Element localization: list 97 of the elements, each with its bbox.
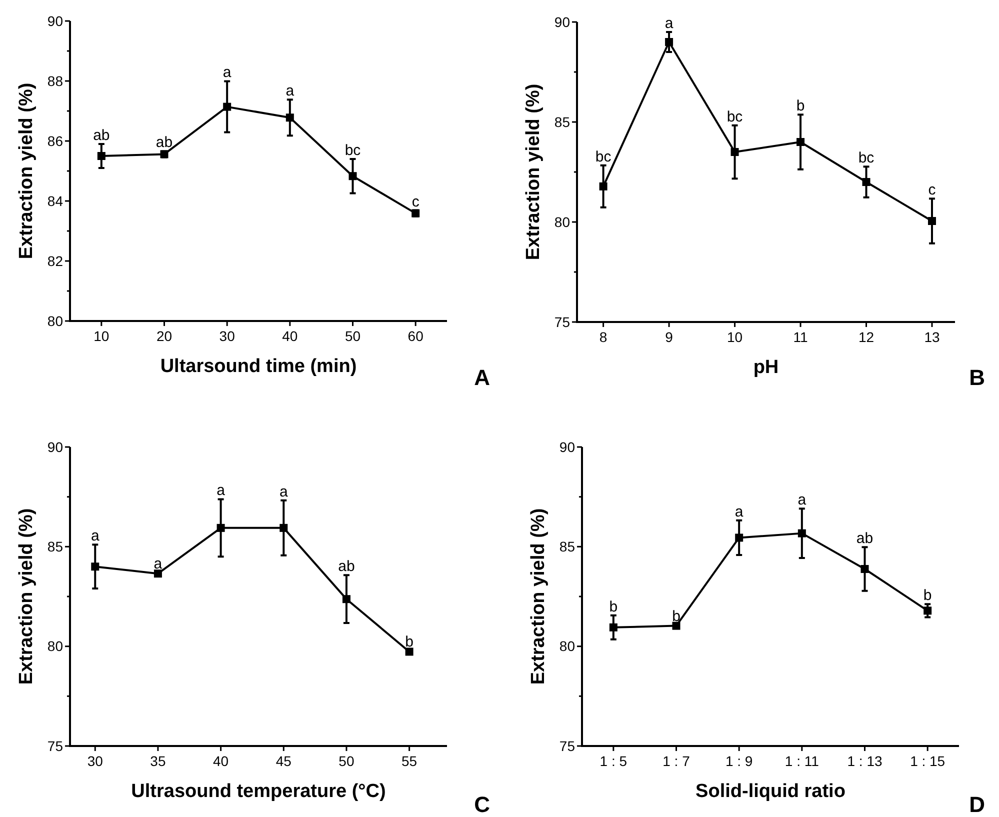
annotation: bc [595,148,612,166]
text: B [969,365,985,390]
x-tick-label: 8 [599,329,608,345]
annotation: a [216,482,226,500]
point [342,595,350,604]
annotation: bc [858,150,875,167]
y-tick-label: 85 [559,538,576,555]
annotation: a [90,528,100,545]
annotation: a [664,15,674,32]
point [91,562,100,571]
y-axis-title: Extraction yield (%) [16,508,37,685]
annotation: bc [344,142,362,159]
x-axis-title: Ultarsound time (min) [160,356,357,377]
x-tick-label: 9 [665,329,674,345]
x-axis-title: Solid-liquid ratio [696,781,846,802]
point [798,529,806,538]
x-tick-label: 50 [344,328,361,344]
point [97,152,106,160]
text: D [969,792,985,817]
y-tick-label: 75 [47,738,64,754]
annotation: ab [856,530,874,548]
point [280,524,288,532]
x-tick-label: 13 [924,329,940,345]
annotation: bc [726,108,744,126]
annotation: b [405,634,414,651]
point [862,178,870,186]
annotation: c [928,182,936,199]
annotation: b [796,98,805,115]
point [665,38,674,46]
x-tick-label: 20 [156,328,172,344]
y-tick-label: 80 [47,638,64,654]
y-tick-label: 80 [47,312,64,329]
y-axis-title: Extraction yield (%) [528,508,549,685]
x-tick-label: 1 : 9 [725,753,753,769]
x-tick-label: 10 [94,328,110,344]
y-tick-label: 82 [47,252,64,269]
annotation: a [286,82,295,100]
x-tick-label: 55 [402,753,418,769]
x-tick-label: 60 [408,328,424,344]
point [924,606,932,615]
point [286,114,294,122]
point [599,182,608,190]
y-tick-label: 75 [559,738,576,754]
y-tick-label: 90 [554,14,570,30]
y-tick-label: 84 [47,192,64,209]
x-tick-label: 11 [793,329,808,345]
annotation: a [798,492,807,509]
x-tick-label: 50 [338,753,354,769]
y-axis-title: Extraction yield (%) [16,82,37,260]
x-tick-label: 1 : 15 [910,753,946,769]
x-tick-label: 12 [858,329,874,345]
y-tick-label: 80 [554,214,570,230]
annotation: b [923,587,932,604]
point [730,148,739,156]
point [609,623,618,632]
text: C [474,792,490,817]
x-tick-label: 30 [87,753,104,769]
x-tick-label: 40 [282,328,298,344]
annotation: a [734,503,744,520]
x-axis-title: pH [753,357,779,378]
x-tick-label: 1 : 7 [662,753,690,769]
point [928,217,936,225]
annotation: a [279,483,288,500]
text: A [474,365,490,390]
annotation: a [154,556,163,573]
annotation: ab [93,127,110,144]
annotation: ab [156,134,173,152]
x-tick-label: 1 : 5 [600,753,628,769]
y-tick-label: 85 [47,538,64,555]
y-tick-label: 90 [47,438,64,455]
point [223,102,232,111]
x-tick-label: 1 : 11 [784,753,820,769]
point [860,564,869,573]
x-tick-label: 1 : 13 [847,753,882,769]
point [216,524,225,532]
x-tick-label: 35 [150,753,166,769]
annotation: a [222,64,232,81]
x-tick-label: 45 [276,753,292,769]
annotation: ab [338,558,355,576]
annotation: b [672,608,680,625]
y-tick-label: 90 [47,12,64,29]
y-tick-label: 80 [559,638,576,654]
point [735,534,744,542]
y-tick-label: 88 [47,72,64,89]
y-axis-title: Extraction yield (%) [523,84,544,260]
point [348,172,357,180]
annotation: c [412,193,420,210]
y-tick-label: 85 [554,114,570,130]
annotation: b [609,598,618,616]
x-tick-label: 40 [213,753,229,769]
x-tick-label: 10 [726,329,743,345]
y-tick-label: 90 [559,438,576,455]
y-tick-label: 86 [47,132,64,149]
x-axis-title: Ultrasound temperature (°C) [131,781,386,802]
x-tick-label: 30 [219,328,236,344]
point [796,138,805,146]
y-tick-label: 75 [554,314,570,330]
